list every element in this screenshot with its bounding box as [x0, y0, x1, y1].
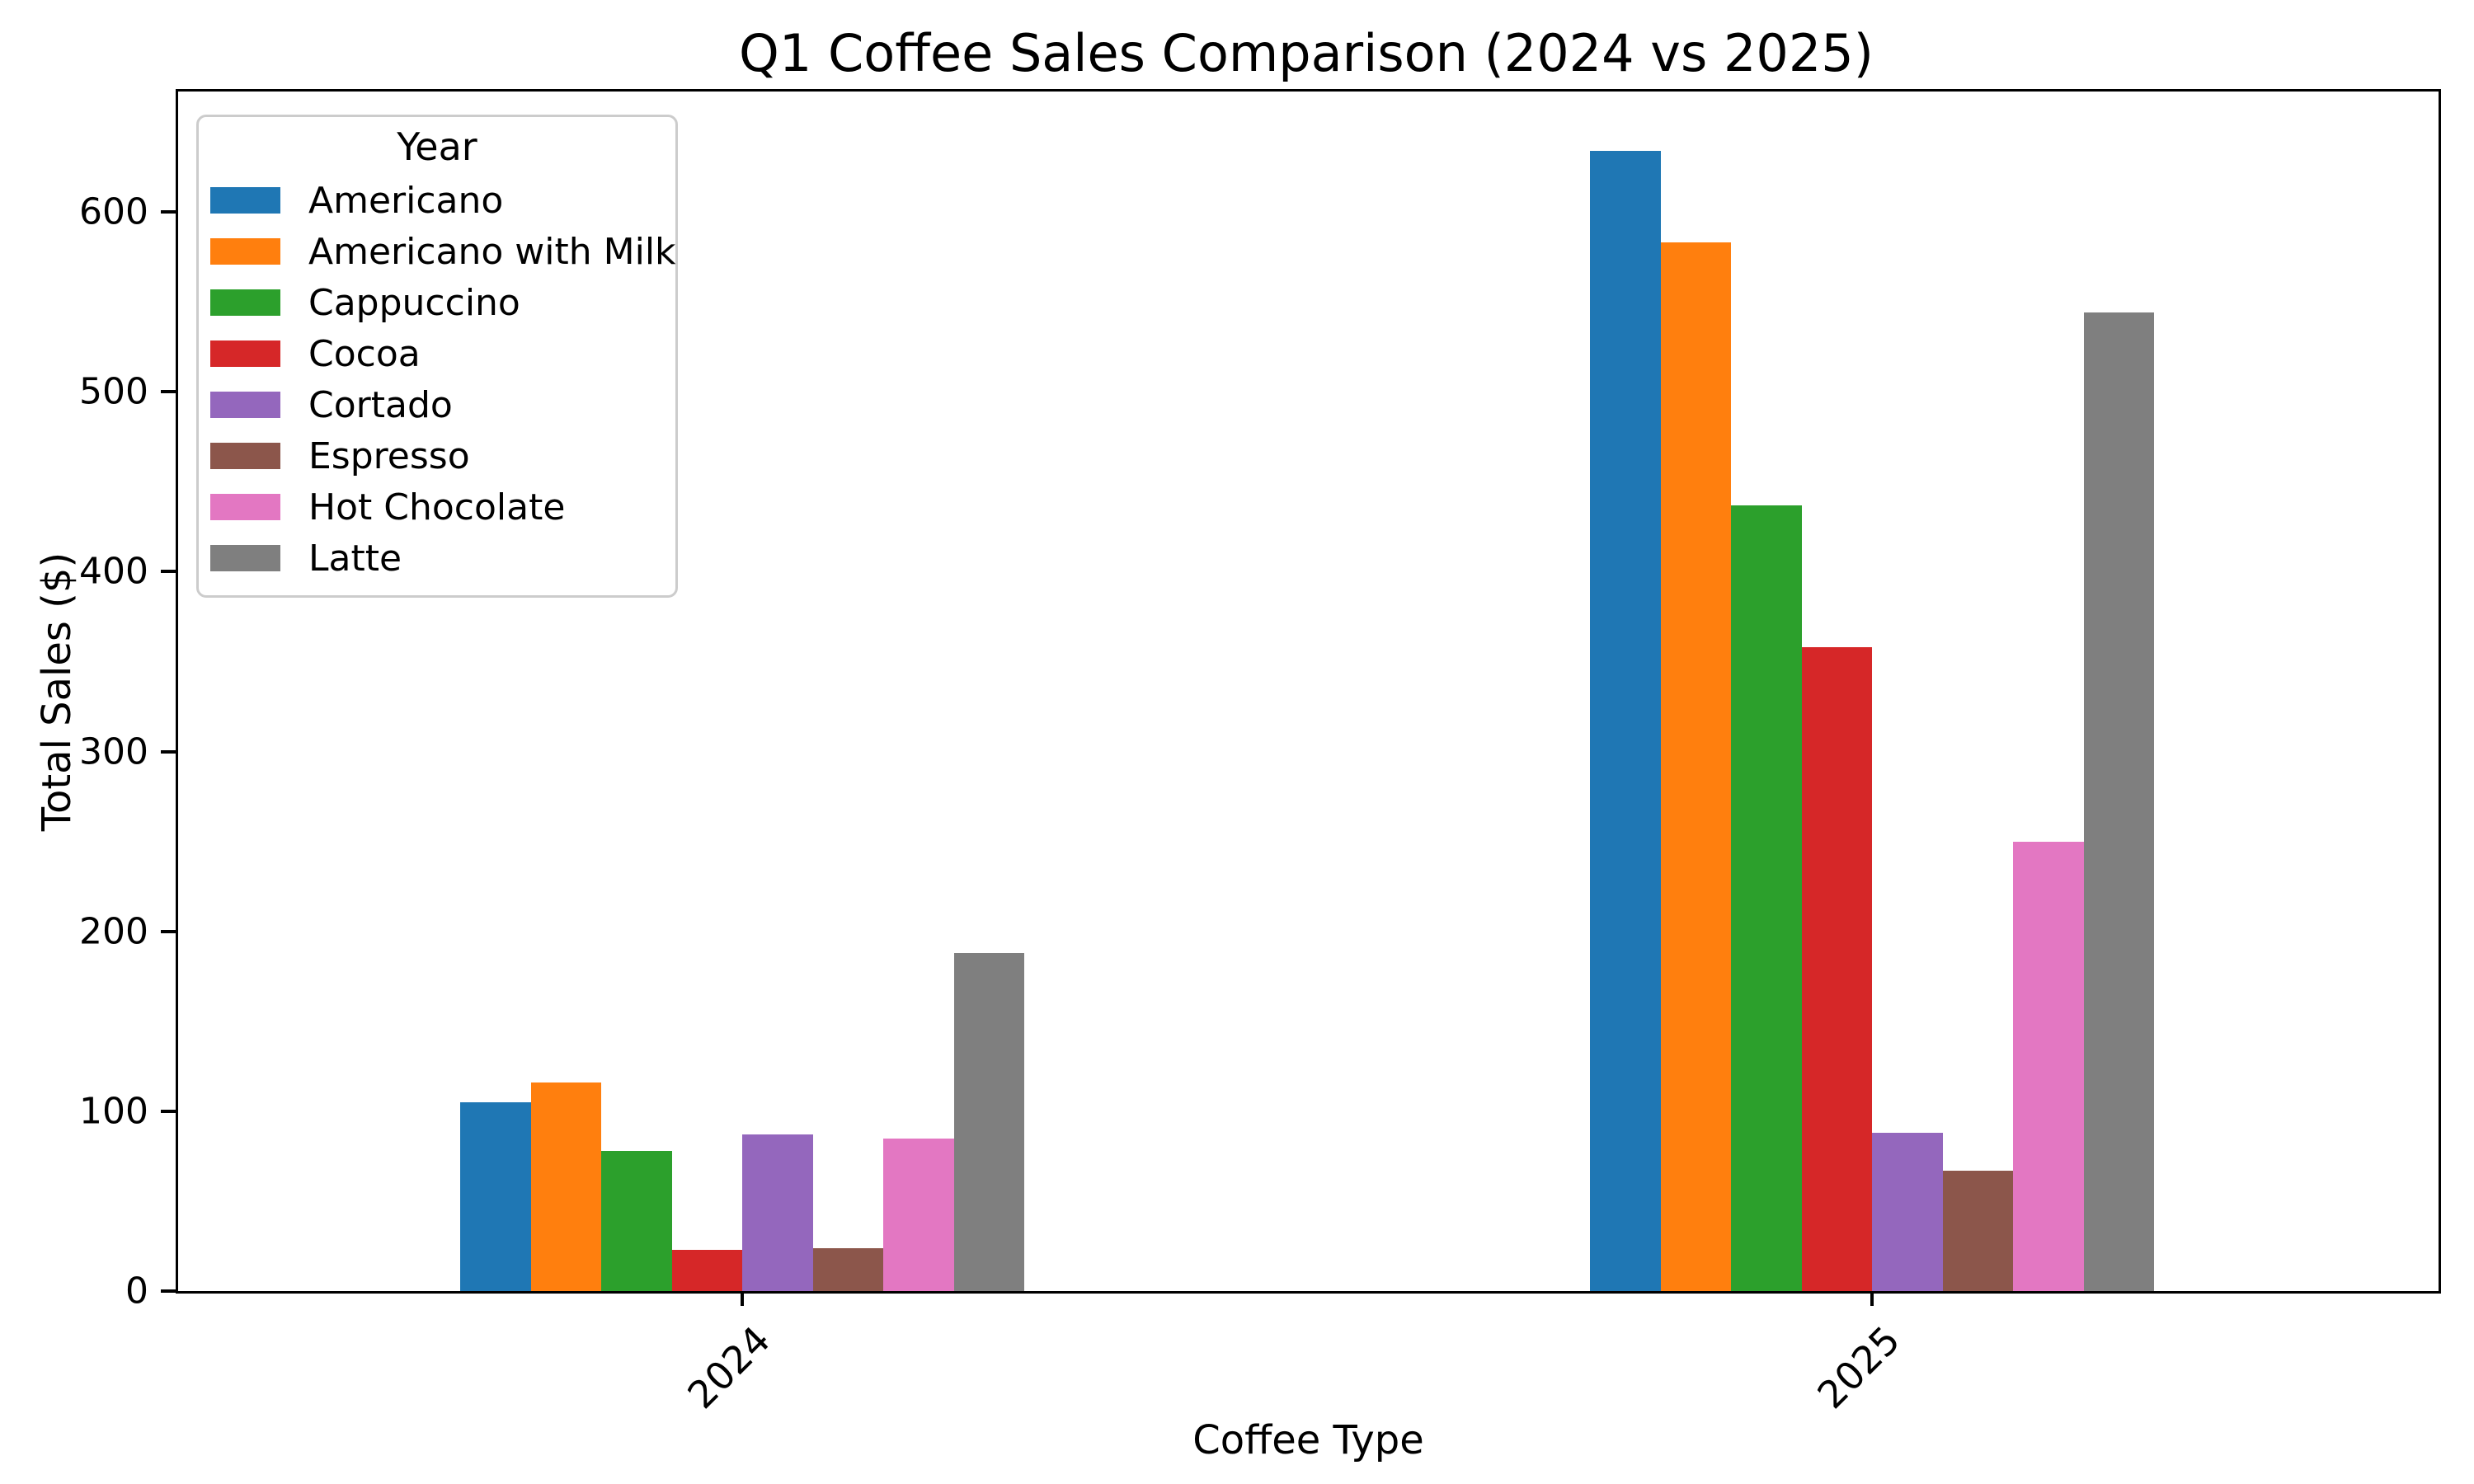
y-tick-label: 200 — [79, 910, 148, 953]
legend-label: Hot Chocolate — [308, 486, 566, 528]
bar-cappuccino-2024 — [601, 1150, 672, 1291]
y-tick-label: 500 — [79, 370, 148, 413]
x-tick-label: 2025 — [1808, 1317, 1909, 1417]
bar-americano-2024 — [460, 1101, 531, 1291]
legend-row: Hot Chocolate — [199, 481, 675, 533]
y-tick-label: 600 — [79, 190, 148, 233]
legend-label: Americano — [308, 179, 504, 222]
legend-swatch-icon — [210, 392, 280, 418]
legend-label: Espresso — [308, 434, 470, 477]
bar-cocoa-2024 — [671, 1249, 742, 1291]
bar-hot-chocolate-2024 — [883, 1138, 954, 1291]
legend-swatch-icon — [210, 187, 280, 214]
legend-row: Espresso — [199, 430, 675, 481]
legend-row: Latte — [199, 533, 675, 584]
bar-cocoa-2025 — [1801, 647, 1872, 1291]
y-tick-mark — [161, 210, 176, 214]
legend-swatch-icon — [210, 289, 280, 316]
y-tick-mark — [161, 390, 176, 394]
bar-cortado-2024 — [742, 1134, 813, 1291]
legend-row: Cappuccino — [199, 277, 675, 328]
legend-row: Americano — [199, 175, 675, 226]
y-axis-label-box: Total Sales ($) — [34, 92, 80, 1291]
bar-americano-with-milk-2025 — [1660, 242, 1731, 1291]
bar-espresso-2024 — [812, 1247, 883, 1291]
bar-cappuccino-2025 — [1731, 505, 1802, 1291]
x-tick-mark — [1870, 1291, 1874, 1306]
legend-swatch-icon — [210, 238, 280, 265]
y-tick-label: 400 — [79, 550, 148, 593]
y-tick-mark — [161, 570, 176, 574]
chart-title: Q1 Coffee Sales Comparison (2024 vs 2025… — [739, 23, 1874, 83]
legend-swatch-icon — [210, 545, 280, 571]
bar-hot-chocolate-2025 — [2013, 841, 2084, 1291]
legend-label: Cortado — [308, 383, 453, 426]
y-tick-label: 100 — [79, 1090, 148, 1133]
y-axis-label: Total Sales ($) — [34, 552, 80, 831]
legend-swatch-icon — [210, 494, 280, 520]
legend-swatch-icon — [210, 340, 280, 367]
legend-label: Americano with Milk — [308, 230, 676, 273]
legend-title: Year — [397, 124, 477, 169]
legend-row: Americano with Milk — [199, 226, 676, 277]
bar-americano-2025 — [1590, 151, 1661, 1291]
legend-row: Cortado — [199, 379, 675, 430]
bar-cortado-2025 — [1872, 1133, 1943, 1291]
bar-latte-2024 — [953, 952, 1024, 1291]
bar-espresso-2025 — [1942, 1170, 2013, 1291]
plot-area: Total Sales ($) Coffee Type 0 100 200 300 40… — [34, 89, 2441, 1463]
bar-americano-with-milk-2024 — [530, 1082, 601, 1291]
legend-rows: Americano Americano with Milk Cappuccino Co… — [199, 175, 676, 584]
y-tick-mark — [161, 1109, 176, 1113]
y-tick-label: 0 — [125, 1270, 148, 1313]
legend-label: Cocoa — [308, 332, 421, 375]
y-tick-mark — [161, 929, 176, 933]
x-axis-label: Coffee Type — [1192, 1417, 1424, 1463]
bar-latte-2025 — [2083, 312, 2154, 1291]
y-tick-mark — [161, 1289, 176, 1293]
legend-row: Cocoa — [199, 328, 675, 379]
y-tick-mark — [161, 749, 176, 754]
y-tick-label: 300 — [79, 730, 148, 773]
legend-label: Latte — [308, 537, 402, 580]
x-tick-mark — [741, 1291, 744, 1306]
legend: Year Americano Americano with Milk Cappucc… — [196, 115, 678, 598]
legend-label: Cappuccino — [308, 281, 520, 324]
x-tick-label: 2024 — [679, 1317, 779, 1417]
legend-swatch-icon — [210, 443, 280, 469]
